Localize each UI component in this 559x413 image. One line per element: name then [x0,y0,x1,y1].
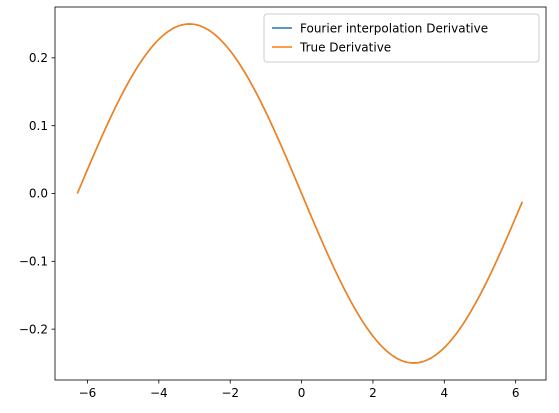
x-tick-label: 0 [298,386,306,400]
x-tick-label: −4 [150,386,168,400]
x-tick-label: −6 [79,386,97,400]
y-tick-label: −0.1 [19,255,48,269]
legend-label-2: True Derivative [299,40,391,54]
series-line-2 [76,23,523,364]
legend: Fourier interpolation Derivative True Der… [263,13,540,63]
legend-label-1: Fourier interpolation Derivative [300,21,488,35]
ticks-layer: −6 −4 −2 0 2 4 6 −0.2 −0.1 0.0 0.1 0.2 [19,51,520,400]
x-tick-label: −2 [221,386,239,400]
x-tick-label: 6 [512,386,520,400]
series-layer [76,23,523,364]
y-tick-label: 0.1 [29,119,48,133]
y-tick-label: −0.2 [19,322,48,336]
x-tick-label: 2 [369,386,377,400]
x-tick-label: 4 [440,386,448,400]
legend-box [263,13,540,63]
y-tick-label: 0.0 [29,187,48,201]
y-tick-label: 0.2 [29,51,48,65]
